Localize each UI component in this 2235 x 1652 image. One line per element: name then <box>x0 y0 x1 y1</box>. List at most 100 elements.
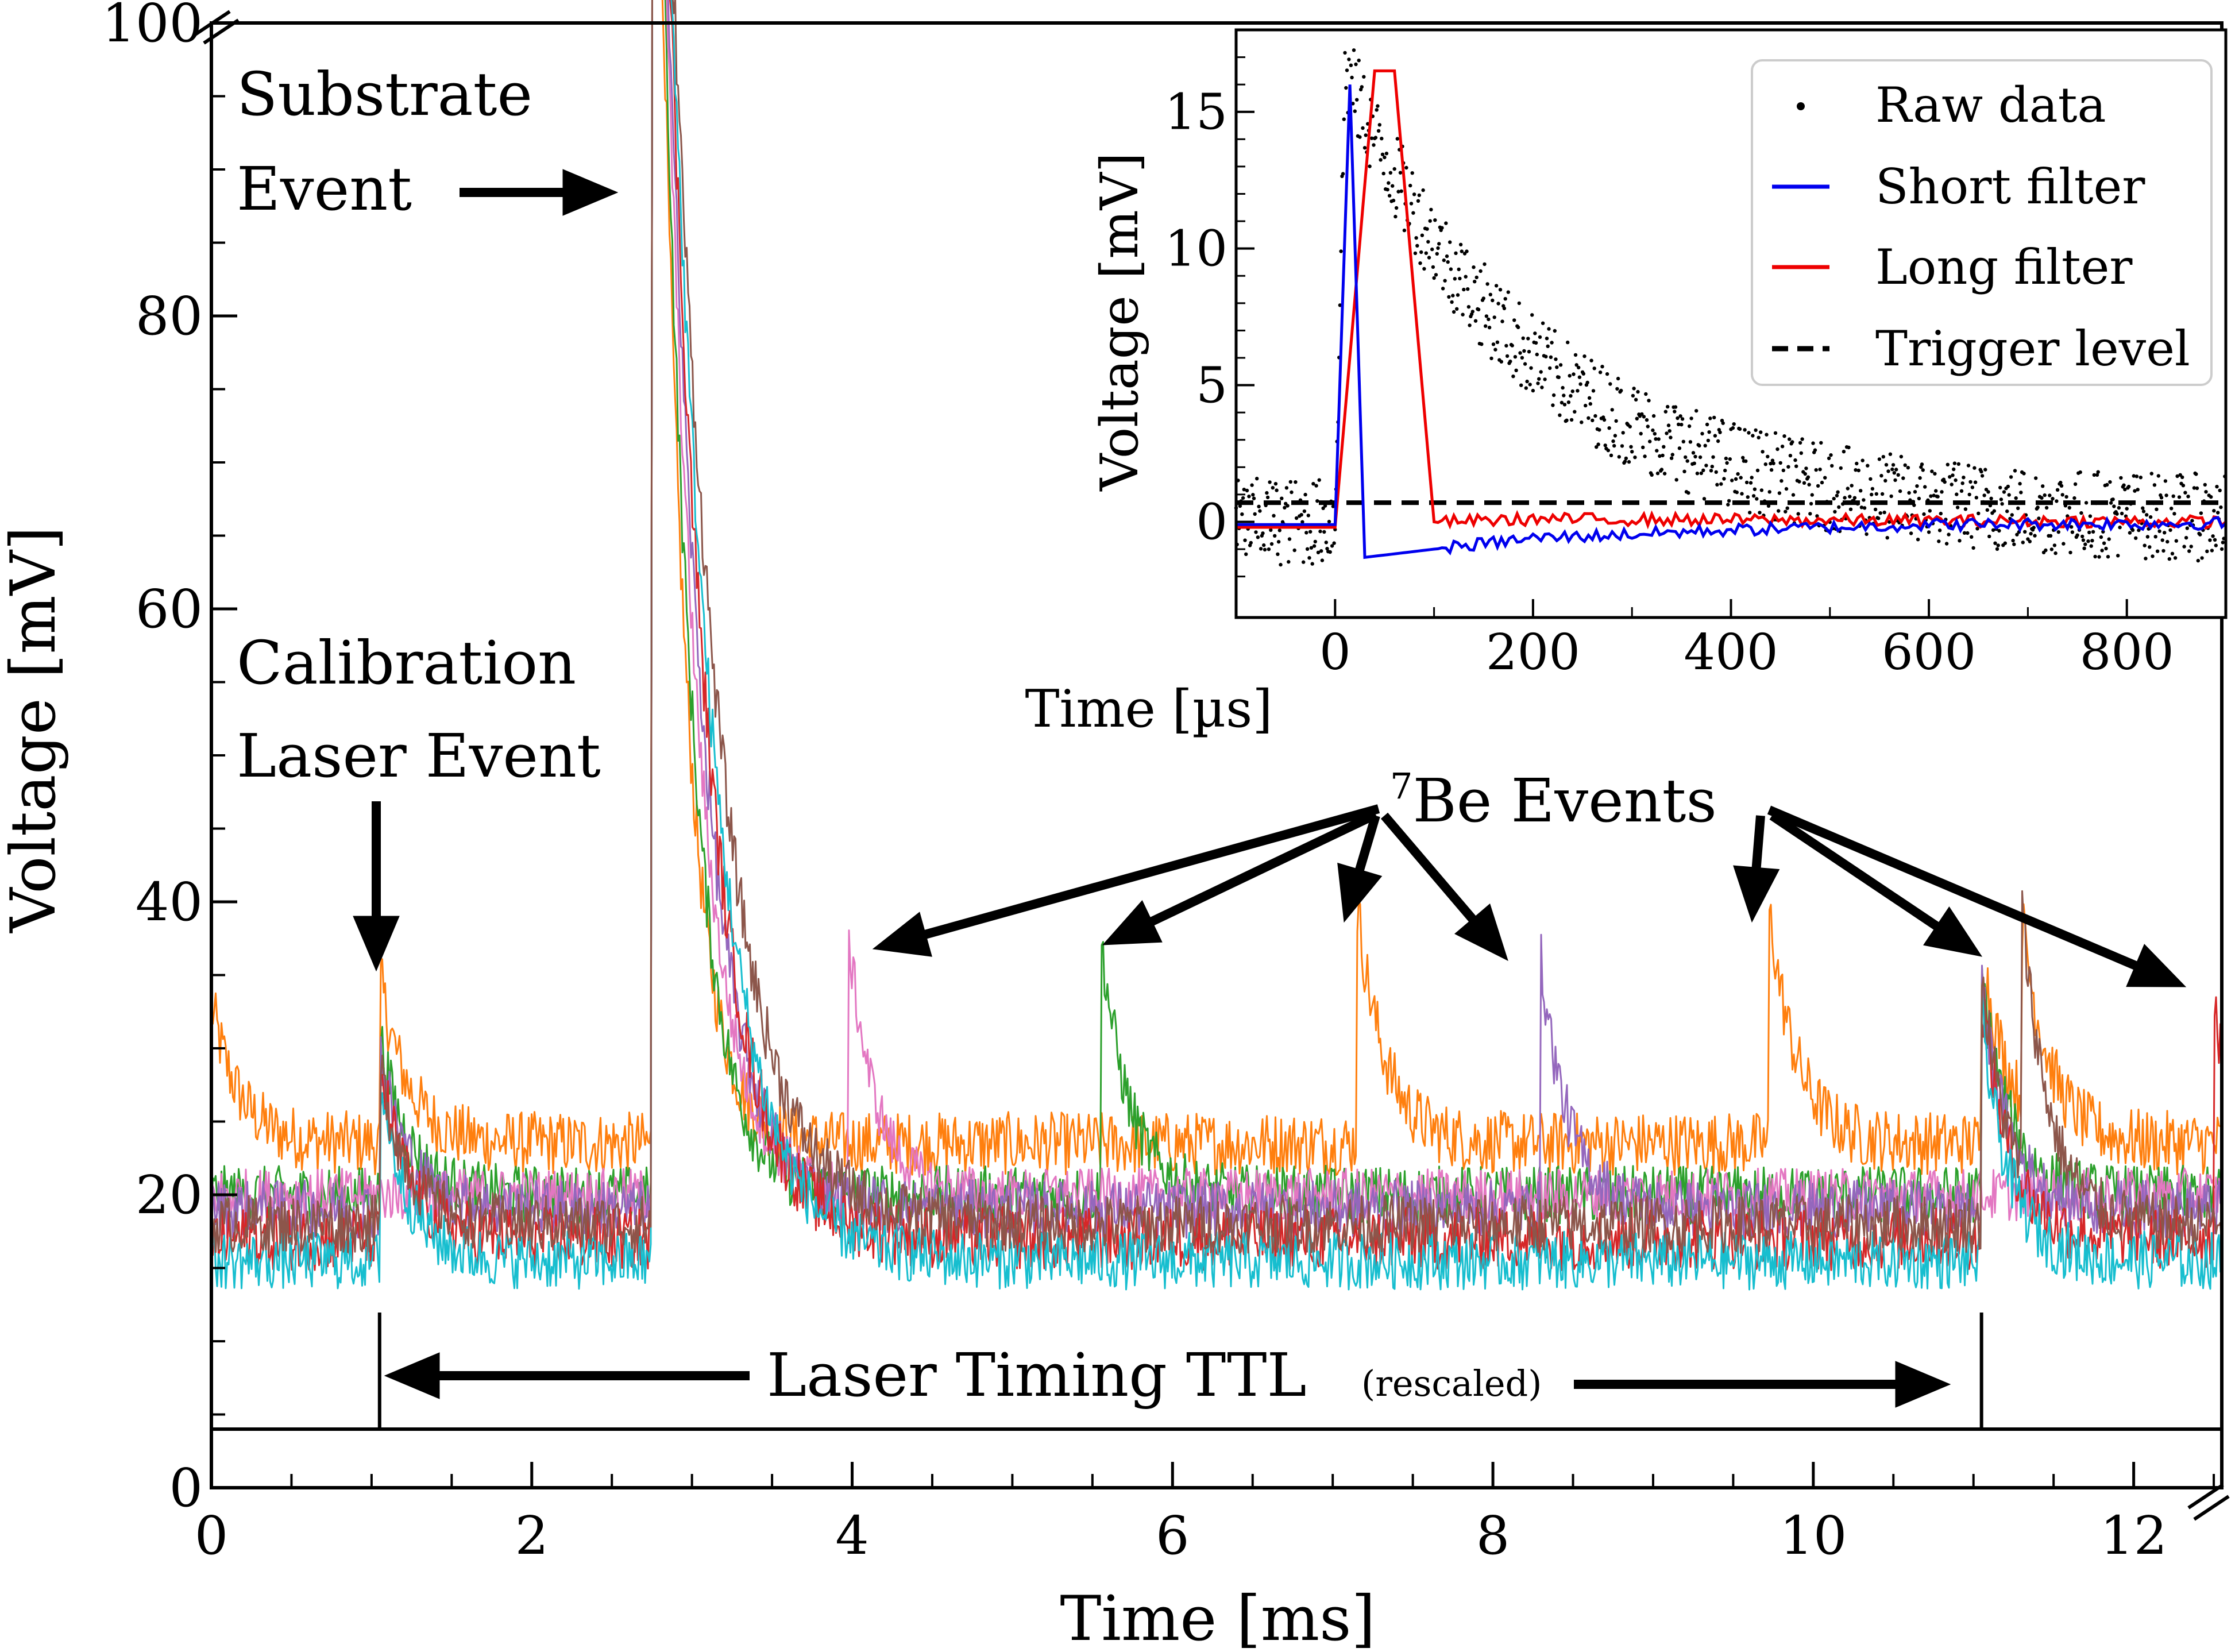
raw-dot <box>2082 546 2086 550</box>
raw-dot <box>1304 531 1308 535</box>
raw-dot <box>1959 489 1964 493</box>
raw-dot <box>1510 343 1514 348</box>
raw-dot <box>1519 383 1523 387</box>
raw-dot <box>1530 313 1534 317</box>
raw-dot <box>1955 492 1959 496</box>
calibration-label-1: Calibration <box>237 628 576 698</box>
raw-dot <box>1441 287 1445 291</box>
raw-dot <box>1621 431 1625 435</box>
raw-dot <box>1354 62 1358 67</box>
raw-dot <box>1588 402 1592 406</box>
raw-dot <box>1934 489 1938 493</box>
be-arrow-2-head <box>1102 900 1163 945</box>
raw-dot <box>2137 528 2141 532</box>
raw-dot <box>1585 380 1589 385</box>
raw-dot <box>1250 483 1254 487</box>
raw-dot <box>1364 133 1368 137</box>
raw-dot <box>1659 468 1664 472</box>
raw-dot <box>1782 434 1786 438</box>
raw-dot <box>1273 482 1278 486</box>
raw-dot <box>1341 172 1345 176</box>
raw-dot <box>1535 352 1539 357</box>
raw-dot <box>2053 551 2058 555</box>
raw-dot <box>1427 256 1431 260</box>
raw-dot <box>1547 327 1551 331</box>
raw-dot <box>1885 536 1889 540</box>
raw-dot <box>1541 321 1545 325</box>
raw-dot <box>1952 461 1957 465</box>
raw-dot <box>1287 559 1291 564</box>
raw-dot <box>1257 504 1261 508</box>
raw-dot <box>1550 341 1554 345</box>
raw-dot <box>1402 228 1407 233</box>
raw-dot <box>1936 495 1940 499</box>
raw-dot <box>2133 489 2137 493</box>
raw-dot <box>1983 468 1987 472</box>
raw-dot <box>1521 336 1525 340</box>
raw-dot <box>1807 483 1811 487</box>
raw-dot <box>1607 426 1611 430</box>
raw-dot <box>2010 513 2014 517</box>
raw-dot <box>1614 419 1618 423</box>
raw-dot <box>1600 365 1604 369</box>
raw-dot <box>1351 102 1355 106</box>
raw-dot <box>1288 480 1292 484</box>
legend-raw-label: Raw data <box>1875 77 2106 133</box>
raw-dot <box>1458 276 1462 281</box>
raw-dot <box>1269 542 1274 546</box>
raw-dot <box>1767 490 1771 494</box>
raw-dot <box>2032 526 2036 530</box>
raw-dot <box>2048 534 2053 538</box>
raw-dot <box>1721 421 1725 425</box>
raw-dot <box>1712 415 1716 420</box>
raw-dot <box>1882 510 1886 515</box>
raw-dot <box>1836 490 1840 494</box>
raw-dot <box>1665 431 1669 435</box>
raw-dot <box>1551 393 1556 397</box>
raw-dot <box>1352 48 1356 52</box>
raw-dot <box>1796 512 1800 516</box>
raw-dot <box>1761 450 1765 454</box>
raw-dot <box>2168 528 2172 532</box>
raw-dot <box>1355 98 1359 102</box>
raw-dot <box>1751 434 1755 438</box>
raw-dot <box>1276 552 1280 556</box>
raw-dot <box>1605 372 1609 376</box>
raw-dot <box>1680 423 1684 427</box>
raw-dot <box>2182 545 2186 549</box>
raw-dot <box>2095 473 2099 477</box>
raw-dot <box>1256 535 1260 539</box>
raw-dot <box>1474 275 1479 280</box>
raw-dot <box>2173 556 2178 560</box>
raw-dot <box>1707 430 1711 434</box>
raw-dot <box>1484 324 1488 328</box>
raw-dot <box>1781 468 1785 473</box>
raw-dot <box>1455 307 1459 311</box>
raw-dot <box>2009 475 2013 479</box>
inset-y-tick-label-10: 10 <box>1165 221 1227 278</box>
raw-dot <box>1294 516 1299 520</box>
raw-dot <box>1818 468 1822 472</box>
raw-dot <box>1485 282 1489 286</box>
raw-dot <box>1247 495 1251 499</box>
raw-dot <box>1269 528 1273 532</box>
raw-dot <box>1558 363 1563 367</box>
raw-dot <box>1476 307 1481 312</box>
raw-dot <box>1653 432 1657 436</box>
raw-dot <box>1731 426 1735 430</box>
raw-dot <box>1284 486 1289 490</box>
raw-dot <box>1557 375 1561 379</box>
raw-dot <box>1320 558 1325 562</box>
raw-dot <box>1545 337 1549 341</box>
raw-dot <box>1434 273 1438 277</box>
raw-dot <box>1271 486 1275 490</box>
raw-dot <box>2165 539 2170 544</box>
raw-dot <box>1719 482 1723 486</box>
raw-dot <box>1616 376 1620 381</box>
raw-dot <box>2130 528 2135 532</box>
raw-dot <box>2080 534 2085 539</box>
raw-dot <box>2049 547 2053 551</box>
raw-dot <box>1330 544 1334 548</box>
raw-dot <box>2023 530 2027 534</box>
raw-dot <box>1884 463 1889 467</box>
